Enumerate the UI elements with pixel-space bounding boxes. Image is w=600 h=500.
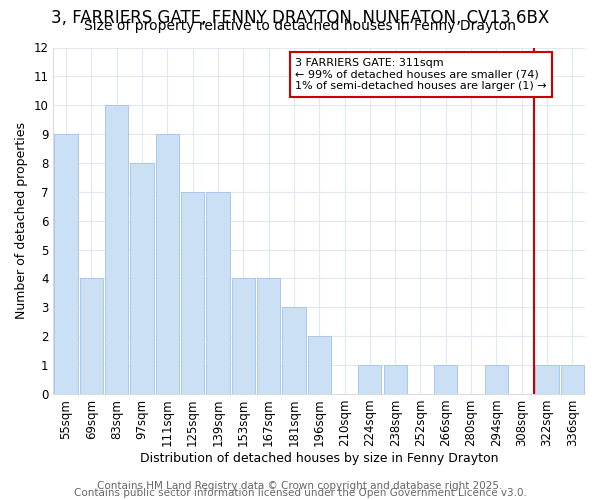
Bar xyxy=(55,134,78,394)
Bar xyxy=(358,365,382,394)
Bar xyxy=(105,105,128,394)
Bar xyxy=(535,365,559,394)
Text: 3, FARRIERS GATE, FENNY DRAYTON, NUNEATON, CV13 6BX: 3, FARRIERS GATE, FENNY DRAYTON, NUNEATO… xyxy=(51,9,549,27)
Bar xyxy=(232,278,255,394)
Bar xyxy=(206,192,230,394)
Bar xyxy=(80,278,103,394)
Bar xyxy=(282,308,305,394)
Bar xyxy=(308,336,331,394)
Y-axis label: Number of detached properties: Number of detached properties xyxy=(15,122,28,319)
Text: Contains HM Land Registry data © Crown copyright and database right 2025.: Contains HM Land Registry data © Crown c… xyxy=(97,481,503,491)
Text: Contains public sector information licensed under the Open Government Licence v3: Contains public sector information licen… xyxy=(74,488,526,498)
Bar xyxy=(257,278,280,394)
X-axis label: Distribution of detached houses by size in Fenny Drayton: Distribution of detached houses by size … xyxy=(140,452,499,465)
Bar xyxy=(181,192,204,394)
Bar xyxy=(485,365,508,394)
Text: Size of property relative to detached houses in Fenny Drayton: Size of property relative to detached ho… xyxy=(84,19,516,33)
Bar xyxy=(434,365,457,394)
Bar xyxy=(560,365,584,394)
Text: 3 FARRIERS GATE: 311sqm
← 99% of detached houses are smaller (74)
1% of semi-det: 3 FARRIERS GATE: 311sqm ← 99% of detache… xyxy=(295,58,547,91)
Bar xyxy=(130,163,154,394)
Bar xyxy=(383,365,407,394)
Bar xyxy=(155,134,179,394)
